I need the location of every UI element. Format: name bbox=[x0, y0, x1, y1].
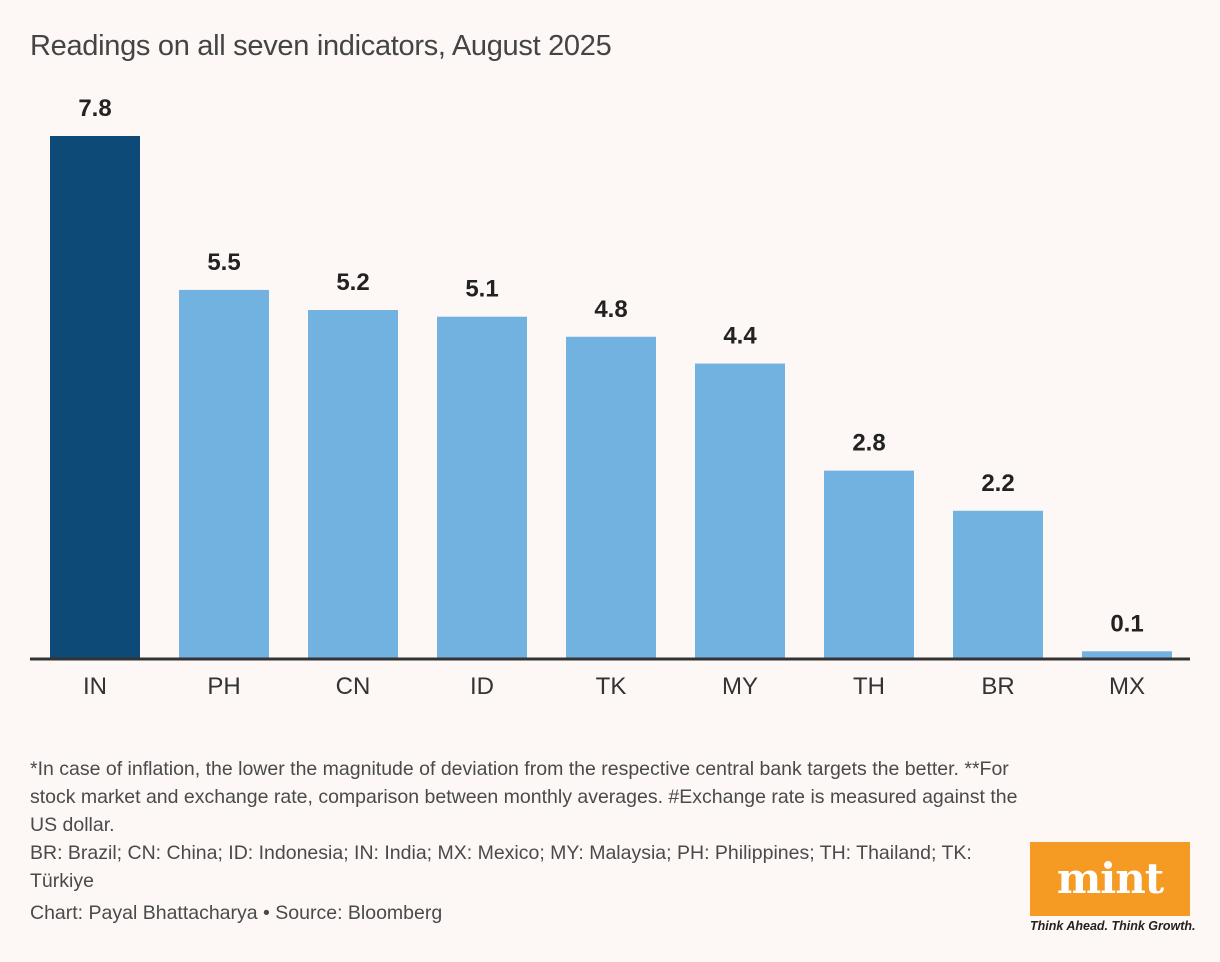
value-label-ph: 5.5 bbox=[207, 249, 240, 276]
category-label-cn: CN bbox=[336, 673, 371, 700]
bar-my bbox=[695, 363, 785, 658]
value-label-br: 2.2 bbox=[981, 470, 1014, 497]
value-label-mx: 0.1 bbox=[1110, 610, 1143, 637]
bar-in bbox=[50, 136, 140, 658]
category-label-my: MY bbox=[722, 673, 758, 700]
bar-chart: 7.8 5.5 5.2 5.1 4.8 4.4 2.8 2.2 0.1 IN PH CN ID TK MY… bbox=[30, 95, 1190, 700]
category-label-in: IN bbox=[83, 673, 107, 700]
bar-ph bbox=[179, 289, 269, 658]
category-label-br: BR bbox=[981, 673, 1014, 700]
value-labels-layer: 7.8 5.5 5.2 5.1 4.8 4.4 2.8 2.2 0.1 bbox=[78, 95, 1143, 637]
chart-credit: Chart: Payal Bhattacharya • Source: Bloo… bbox=[30, 902, 443, 924]
mint-logo: mint Think Ahead. Think Growth. bbox=[1030, 842, 1196, 933]
bar-cn bbox=[308, 310, 398, 658]
logo-box: mint bbox=[1030, 842, 1190, 916]
value-label-tk: 4.8 bbox=[594, 296, 627, 323]
category-label-th: TH bbox=[853, 673, 885, 700]
category-labels-layer: IN PH CN ID TK MY TH BR MX bbox=[83, 673, 1145, 700]
category-label-tk: TK bbox=[596, 673, 627, 700]
category-label-ph: PH bbox=[207, 673, 240, 700]
chart-title: Readings on all seven indicators, August… bbox=[30, 30, 612, 62]
value-label-my: 4.4 bbox=[723, 323, 757, 350]
value-label-in: 7.8 bbox=[78, 95, 111, 122]
category-label-mx: MX bbox=[1109, 673, 1145, 700]
bar-tk bbox=[566, 336, 656, 658]
category-label-id: ID bbox=[470, 673, 494, 700]
value-label-id: 5.1 bbox=[465, 276, 498, 303]
value-label-th: 2.8 bbox=[852, 430, 885, 457]
footnotes: *In case of inflation, the lower the mag… bbox=[30, 755, 1020, 895]
logo-tagline: Think Ahead. Think Growth. bbox=[1030, 919, 1196, 933]
bar-id bbox=[437, 316, 527, 658]
bar-mx bbox=[1082, 651, 1172, 658]
logo-wordmark: mint bbox=[1056, 854, 1164, 903]
footnote-methodology: *In case of inflation, the lower the mag… bbox=[30, 758, 1018, 836]
bar-th bbox=[824, 470, 914, 658]
bars-layer bbox=[50, 136, 1172, 658]
value-label-cn: 5.2 bbox=[336, 269, 369, 296]
footnote-abbreviations: BR: Brazil; CN: China; ID: Indonesia; IN… bbox=[30, 842, 972, 892]
bar-br bbox=[953, 510, 1043, 658]
